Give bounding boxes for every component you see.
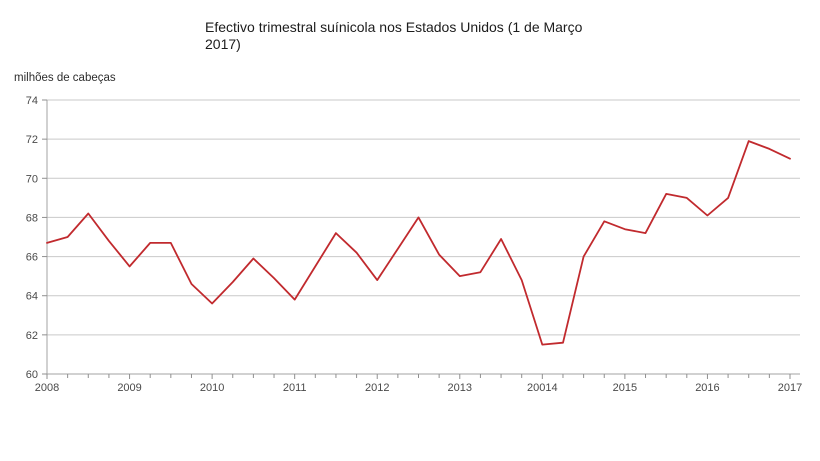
x-tick-label: 2012: [365, 382, 389, 394]
y-tick-label: 60: [26, 369, 38, 381]
x-tick-label: 2015: [613, 382, 637, 394]
x-tick-label: 2009: [117, 382, 141, 394]
x-tick-label: 2008: [35, 382, 59, 394]
x-tick-label: 2016: [695, 382, 719, 394]
data-line-series: [46, 140, 791, 346]
x-tick-label: 20014: [527, 382, 558, 394]
x-tick-label: 2010: [200, 382, 224, 394]
y-tick-label: 64: [26, 291, 38, 303]
chart-title: Efectivo trimestral suínicola nos Estado…: [205, 19, 582, 53]
y-tick-label: 74: [26, 95, 38, 107]
y-tick-label: 68: [26, 212, 38, 224]
x-tick-label: 2017: [778, 382, 802, 394]
chart-title-line-2: 2017): [205, 36, 241, 52]
chart-title-line-1: Efectivo trimestral suínicola nos Estado…: [205, 19, 583, 35]
y-tick-label: 62: [26, 330, 38, 342]
x-tick-label: 2011: [283, 382, 307, 394]
y-tick-label: 70: [26, 173, 38, 185]
y-tick-label: 66: [26, 252, 38, 264]
x-tick-label: 2013: [448, 382, 472, 394]
y-tick-label: 72: [26, 134, 38, 146]
y-axis-unit-label: milhões de cabeças: [14, 72, 116, 84]
